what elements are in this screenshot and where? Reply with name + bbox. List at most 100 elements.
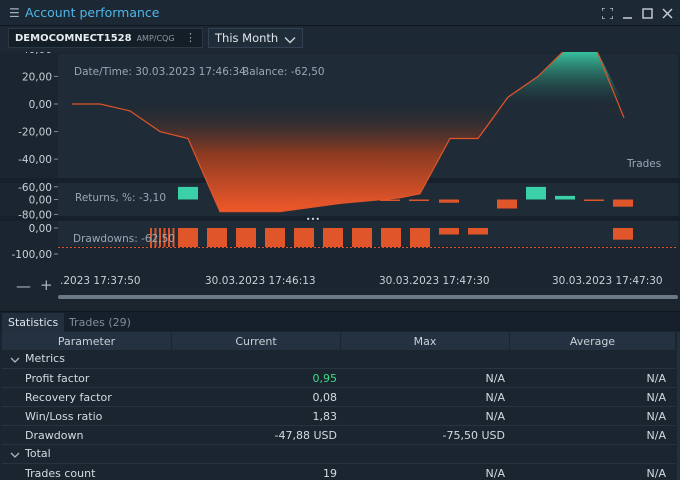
xaxis-panel-bg <box>2 246 678 296</box>
account-name: DEMOCOMNECT1528 <box>15 32 132 44</box>
minimize-icon[interactable] <box>618 0 636 26</box>
returns-bar <box>613 199 633 207</box>
param-cell: Recovery factor <box>25 390 112 404</box>
period-dropdown[interactable]: This Month <box>208 28 303 48</box>
trades-corner-label: Trades <box>626 158 661 170</box>
column-header-average[interactable]: Average <box>510 332 676 350</box>
tab-statistics[interactable]: Statistics <box>2 313 65 332</box>
column-header-parameter[interactable]: Parameter <box>2 332 172 350</box>
balance-positive-area <box>72 52 624 104</box>
tab-trades[interactable]: Trades (29) <box>69 316 131 329</box>
table-row[interactable]: Drawdown -47,88 USD -75,50 USD N/A <box>2 426 676 445</box>
returns-bar <box>439 199 459 203</box>
hamburger-menu-icon[interactable]: ☰ <box>9 5 20 20</box>
returns-bar <box>178 186 198 200</box>
param-cell: Profit factor <box>25 371 90 385</box>
chart-area[interactable]: ••• ••• 40,0020,000,00-20,00-40,00-60,00… <box>0 52 680 304</box>
drawdown-bar <box>168 228 170 247</box>
account-selector[interactable]: DEMOCOMNECT1528 AMP/CQG ⋮ <box>8 28 203 48</box>
chevron-down-icon[interactable] <box>10 446 20 463</box>
current-cell: 1,83 <box>312 409 338 423</box>
drawdowns-label: Drawdowns: -62,50 <box>73 233 175 245</box>
drawdown-bar <box>163 228 166 247</box>
drawdown-bar <box>207 228 227 247</box>
group-name: Total <box>25 447 51 460</box>
y-tick-label: 40,00 <box>22 52 52 56</box>
average-cell: N/A <box>646 371 666 385</box>
table-row[interactable]: Profit factor 0,95 N/A N/A <box>2 369 676 388</box>
chart-scrollbar[interactable] <box>58 295 678 299</box>
max-cell: N/A <box>485 409 505 423</box>
group-row-metrics[interactable]: Metrics <box>2 350 676 369</box>
maximize-icon[interactable] <box>638 0 656 26</box>
drawdown-bar <box>265 228 285 247</box>
info-datetime: Date/Time: 30.03.2023 17:46:34 <box>74 66 246 78</box>
y-tick-label: -60,00 <box>18 182 52 194</box>
drawdown-bar <box>439 228 459 235</box>
drawdown-bar <box>323 228 343 247</box>
y-axis-bg <box>2 54 58 246</box>
splitter-grip-icon: ••• <box>306 215 320 224</box>
drawdown-bar <box>172 228 175 247</box>
average-cell: N/A <box>646 466 666 480</box>
chevron-down-icon <box>284 30 296 49</box>
returns-bar <box>380 199 400 201</box>
drawdown-bar <box>352 228 372 247</box>
zoom-out-button[interactable]: — <box>16 277 31 295</box>
column-header-current[interactable]: Current <box>172 332 341 350</box>
max-cell: N/A <box>485 371 505 385</box>
max-cell: -75,50 USD <box>442 428 505 442</box>
y-tick-label: 0,00 <box>29 99 52 111</box>
table-header: Parameter Current Max Average <box>2 332 676 350</box>
drawdown-bar <box>178 228 198 247</box>
column-header-max[interactable]: Max <box>341 332 510 350</box>
close-icon[interactable] <box>658 0 676 26</box>
panel-splitter-2[interactable] <box>0 216 680 221</box>
param-cell: Drawdown <box>25 428 84 442</box>
drawdown-bar <box>410 228 430 247</box>
drawdown-bar <box>381 228 401 247</box>
max-cell: N/A <box>485 466 505 480</box>
info-balance: Balance: -62,50 <box>242 66 325 78</box>
average-cell: N/A <box>646 390 666 404</box>
y-tick-label: 0,00 <box>29 195 52 207</box>
param-cell: Trades count <box>25 466 96 480</box>
drawdown-bar <box>159 228 161 247</box>
drawdown-bar <box>468 228 488 235</box>
param-cell: Win/Loss ratio <box>25 409 103 423</box>
y-tick-label: 20,00 <box>22 71 52 83</box>
table-scrollbar[interactable] <box>677 332 680 480</box>
expand-icon[interactable] <box>598 0 616 26</box>
returns-bar <box>409 199 429 201</box>
table-row[interactable]: Trades count 19 N/A N/A <box>2 464 676 480</box>
current-cell: 19 <box>323 466 337 480</box>
drawdown-bar <box>294 228 314 247</box>
average-cell: N/A <box>646 428 666 442</box>
more-vertical-icon[interactable]: ⋮ <box>185 31 196 44</box>
zoom-in-button[interactable]: + <box>40 276 53 294</box>
y-tick-label: -80,00 <box>18 209 52 221</box>
x-tick-label: 30.03.2023 17:47:30 <box>552 275 663 287</box>
chevron-down-icon[interactable] <box>10 351 20 368</box>
drawdown-bar <box>613 228 633 240</box>
window-title: Account performance <box>25 5 160 20</box>
returns-bar <box>555 195 575 200</box>
group-name: Metrics <box>25 352 65 365</box>
y-tick-label: -40,00 <box>18 154 52 166</box>
current-cell: 0,08 <box>312 390 338 404</box>
returns-bar <box>322 199 342 201</box>
performance-chart[interactable]: ••• ••• 40,0020,000,00-20,00-40,00-60,00… <box>0 52 680 304</box>
y-tick-label: 0,00 <box>29 223 52 235</box>
y-tick-label: -100,00 <box>11 249 52 261</box>
y-tick-label: -20,00 <box>18 127 52 139</box>
group-row-total[interactable]: Total <box>2 445 676 464</box>
table-row[interactable]: Win/Loss ratio 1,83 N/A N/A <box>2 407 676 426</box>
period-value: This Month <box>215 31 279 45</box>
x-tick-label: 30.03.2023 17:46:13 <box>205 275 316 287</box>
x-tick-label: .2023 17:37:50 <box>60 275 141 287</box>
balance-negative-area <box>72 104 624 212</box>
table-row[interactable]: Recovery factor 0,08 N/A N/A <box>2 388 676 407</box>
current-cell: -47,88 USD <box>274 428 337 442</box>
returns-bar <box>526 186 546 200</box>
drawdown-bar <box>154 228 157 247</box>
